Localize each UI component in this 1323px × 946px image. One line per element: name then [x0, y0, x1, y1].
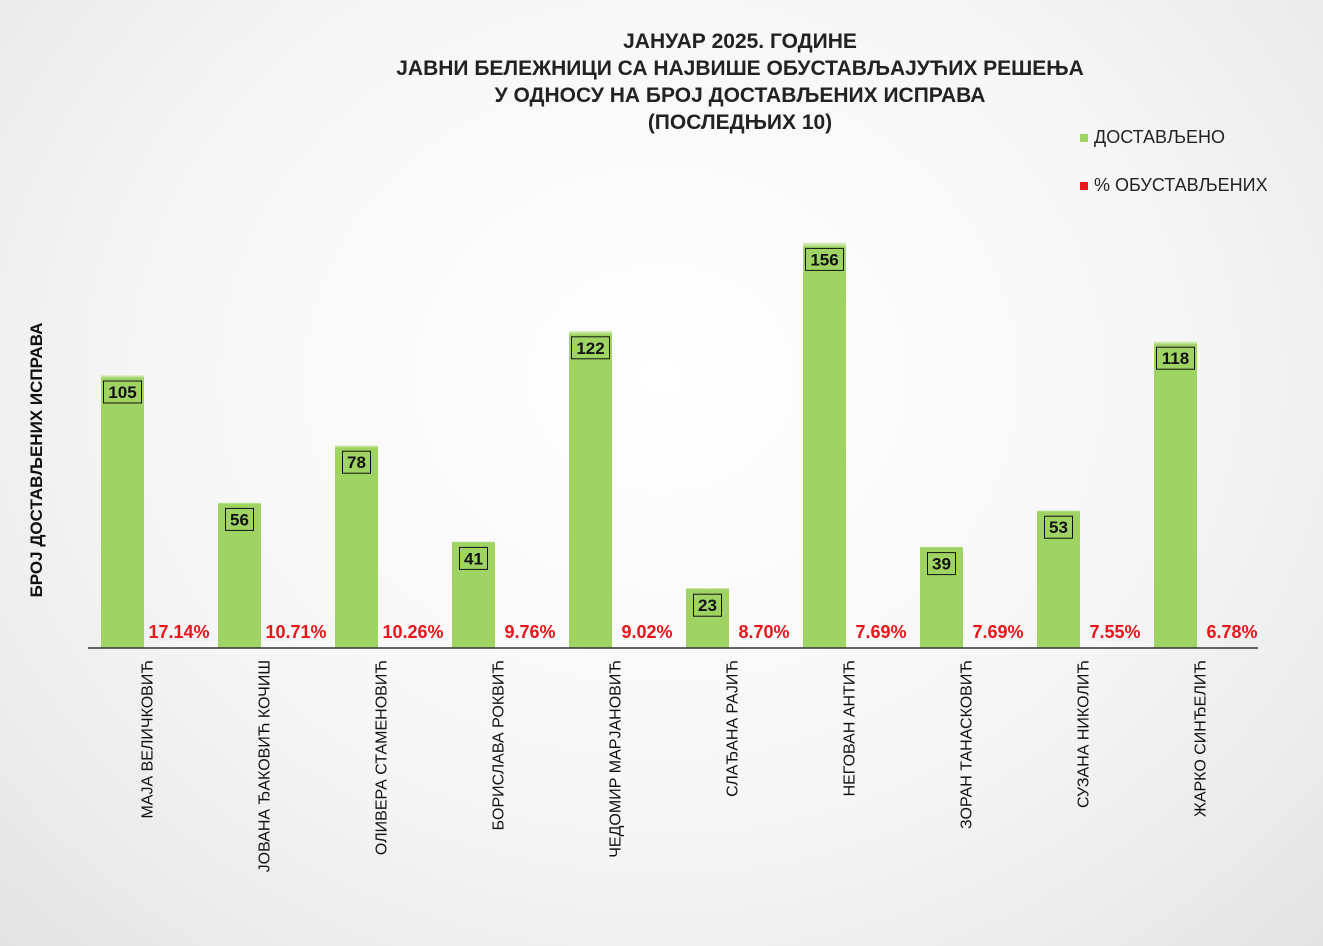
legend-swatch-delivered	[1080, 133, 1088, 142]
category-label: ЧЕДОМИР МАРЈАНОВИЋ	[608, 660, 625, 858]
category-label: ОЛИВЕРА СТАМЕНОВИЋ	[374, 660, 391, 855]
pct-label: 9.76%	[504, 622, 555, 642]
pct-label: 7.69%	[855, 622, 906, 642]
legend-item-delivered: ДОСТАВЉЕНО	[1080, 127, 1225, 148]
bar-value-label: 105	[108, 383, 136, 402]
pct-label: 17.14%	[148, 622, 209, 642]
title-line-1: ЈАНУАР 2025. ГОДИНЕ	[623, 30, 857, 53]
category-label: СЛАЂАНА РАЈИЋ	[725, 660, 742, 797]
pct-label: 8.70%	[738, 622, 789, 642]
bar-value-box	[342, 450, 371, 474]
bar-value-label: 156	[810, 250, 838, 269]
category-label: СУЗАНА НИКОЛИЋ	[1076, 660, 1093, 808]
category-label: МАЈА ВЕЛИЧКОВИЋ	[140, 660, 157, 819]
bar-value-box	[1044, 515, 1073, 539]
bar-delivered	[803, 242, 846, 648]
bar-delivered	[1154, 341, 1197, 648]
bar-value-label: 78	[347, 453, 366, 472]
category-label: НЕГОВАН АНТИЋ	[842, 660, 859, 796]
bar-delivered	[569, 330, 612, 648]
category-label: БОРИСЛАВА РОКВИЋ	[491, 660, 508, 830]
pct-label: 6.78%	[1206, 622, 1257, 642]
category-label: ЖАРКО СИНЂЕЛИЋ	[1193, 660, 1210, 817]
bar-value-label: 39	[932, 555, 951, 574]
bar-delivered	[335, 445, 378, 648]
chart-title: ЈАНУАР 2025. ГОДИНЕ ЈАВНИ БЕЛЕЖНИЦИ СА Н…	[240, 28, 1240, 136]
bar-value-box	[1156, 346, 1195, 370]
pct-label: 10.71%	[265, 622, 326, 642]
title-line-2: ЈАВНИ БЕЛЕЖНИЦИ СА НАЈВИШЕ ОБУСТАВЉАЈУЋИ…	[396, 57, 1084, 80]
title-line-4: (ПОСЛЕДЊИХ 10)	[647, 111, 833, 134]
bar-delivered	[101, 375, 144, 648]
bar-value-label: 56	[230, 510, 249, 529]
category-label: ЈОВАНА ЂАКОВИЋ КОЧИШ	[257, 660, 274, 872]
legend-item-suspended: % ОБУСТАВЉЕНИХ	[1080, 175, 1268, 196]
legend-label-suspended: % ОБУСТАВЉЕНИХ	[1094, 175, 1268, 195]
pct-label: 9.02%	[621, 622, 672, 642]
category-label: ЗОРАН ТАНАСКОВИЋ	[959, 660, 976, 829]
title-line-3: У ОДНОСУ НА БРОЈ ДОСТАВЉЕНИХ ИСПРАВА	[494, 84, 986, 107]
bar-value-label: 118	[1162, 349, 1189, 368]
bar-value-box	[571, 336, 610, 360]
legend-swatch-suspended	[1080, 181, 1088, 190]
bar-value-label: 53	[1049, 518, 1068, 537]
legend-label-delivered: ДОСТАВЉЕНО	[1094, 127, 1226, 147]
bar-value-box	[693, 593, 722, 617]
bar-value-box	[103, 380, 142, 404]
bar-value-label: 23	[698, 596, 717, 615]
bar-value-box	[459, 546, 488, 570]
bar-value-label: 41	[464, 549, 483, 568]
pct-label: 7.69%	[972, 622, 1023, 642]
bar-value-label: 122	[576, 339, 604, 358]
bar-value-box	[805, 247, 844, 271]
bar-value-box	[927, 552, 956, 576]
bar-value-box	[225, 507, 254, 531]
pct-label: 10.26%	[382, 622, 443, 642]
pct-label: 7.55%	[1089, 622, 1140, 642]
